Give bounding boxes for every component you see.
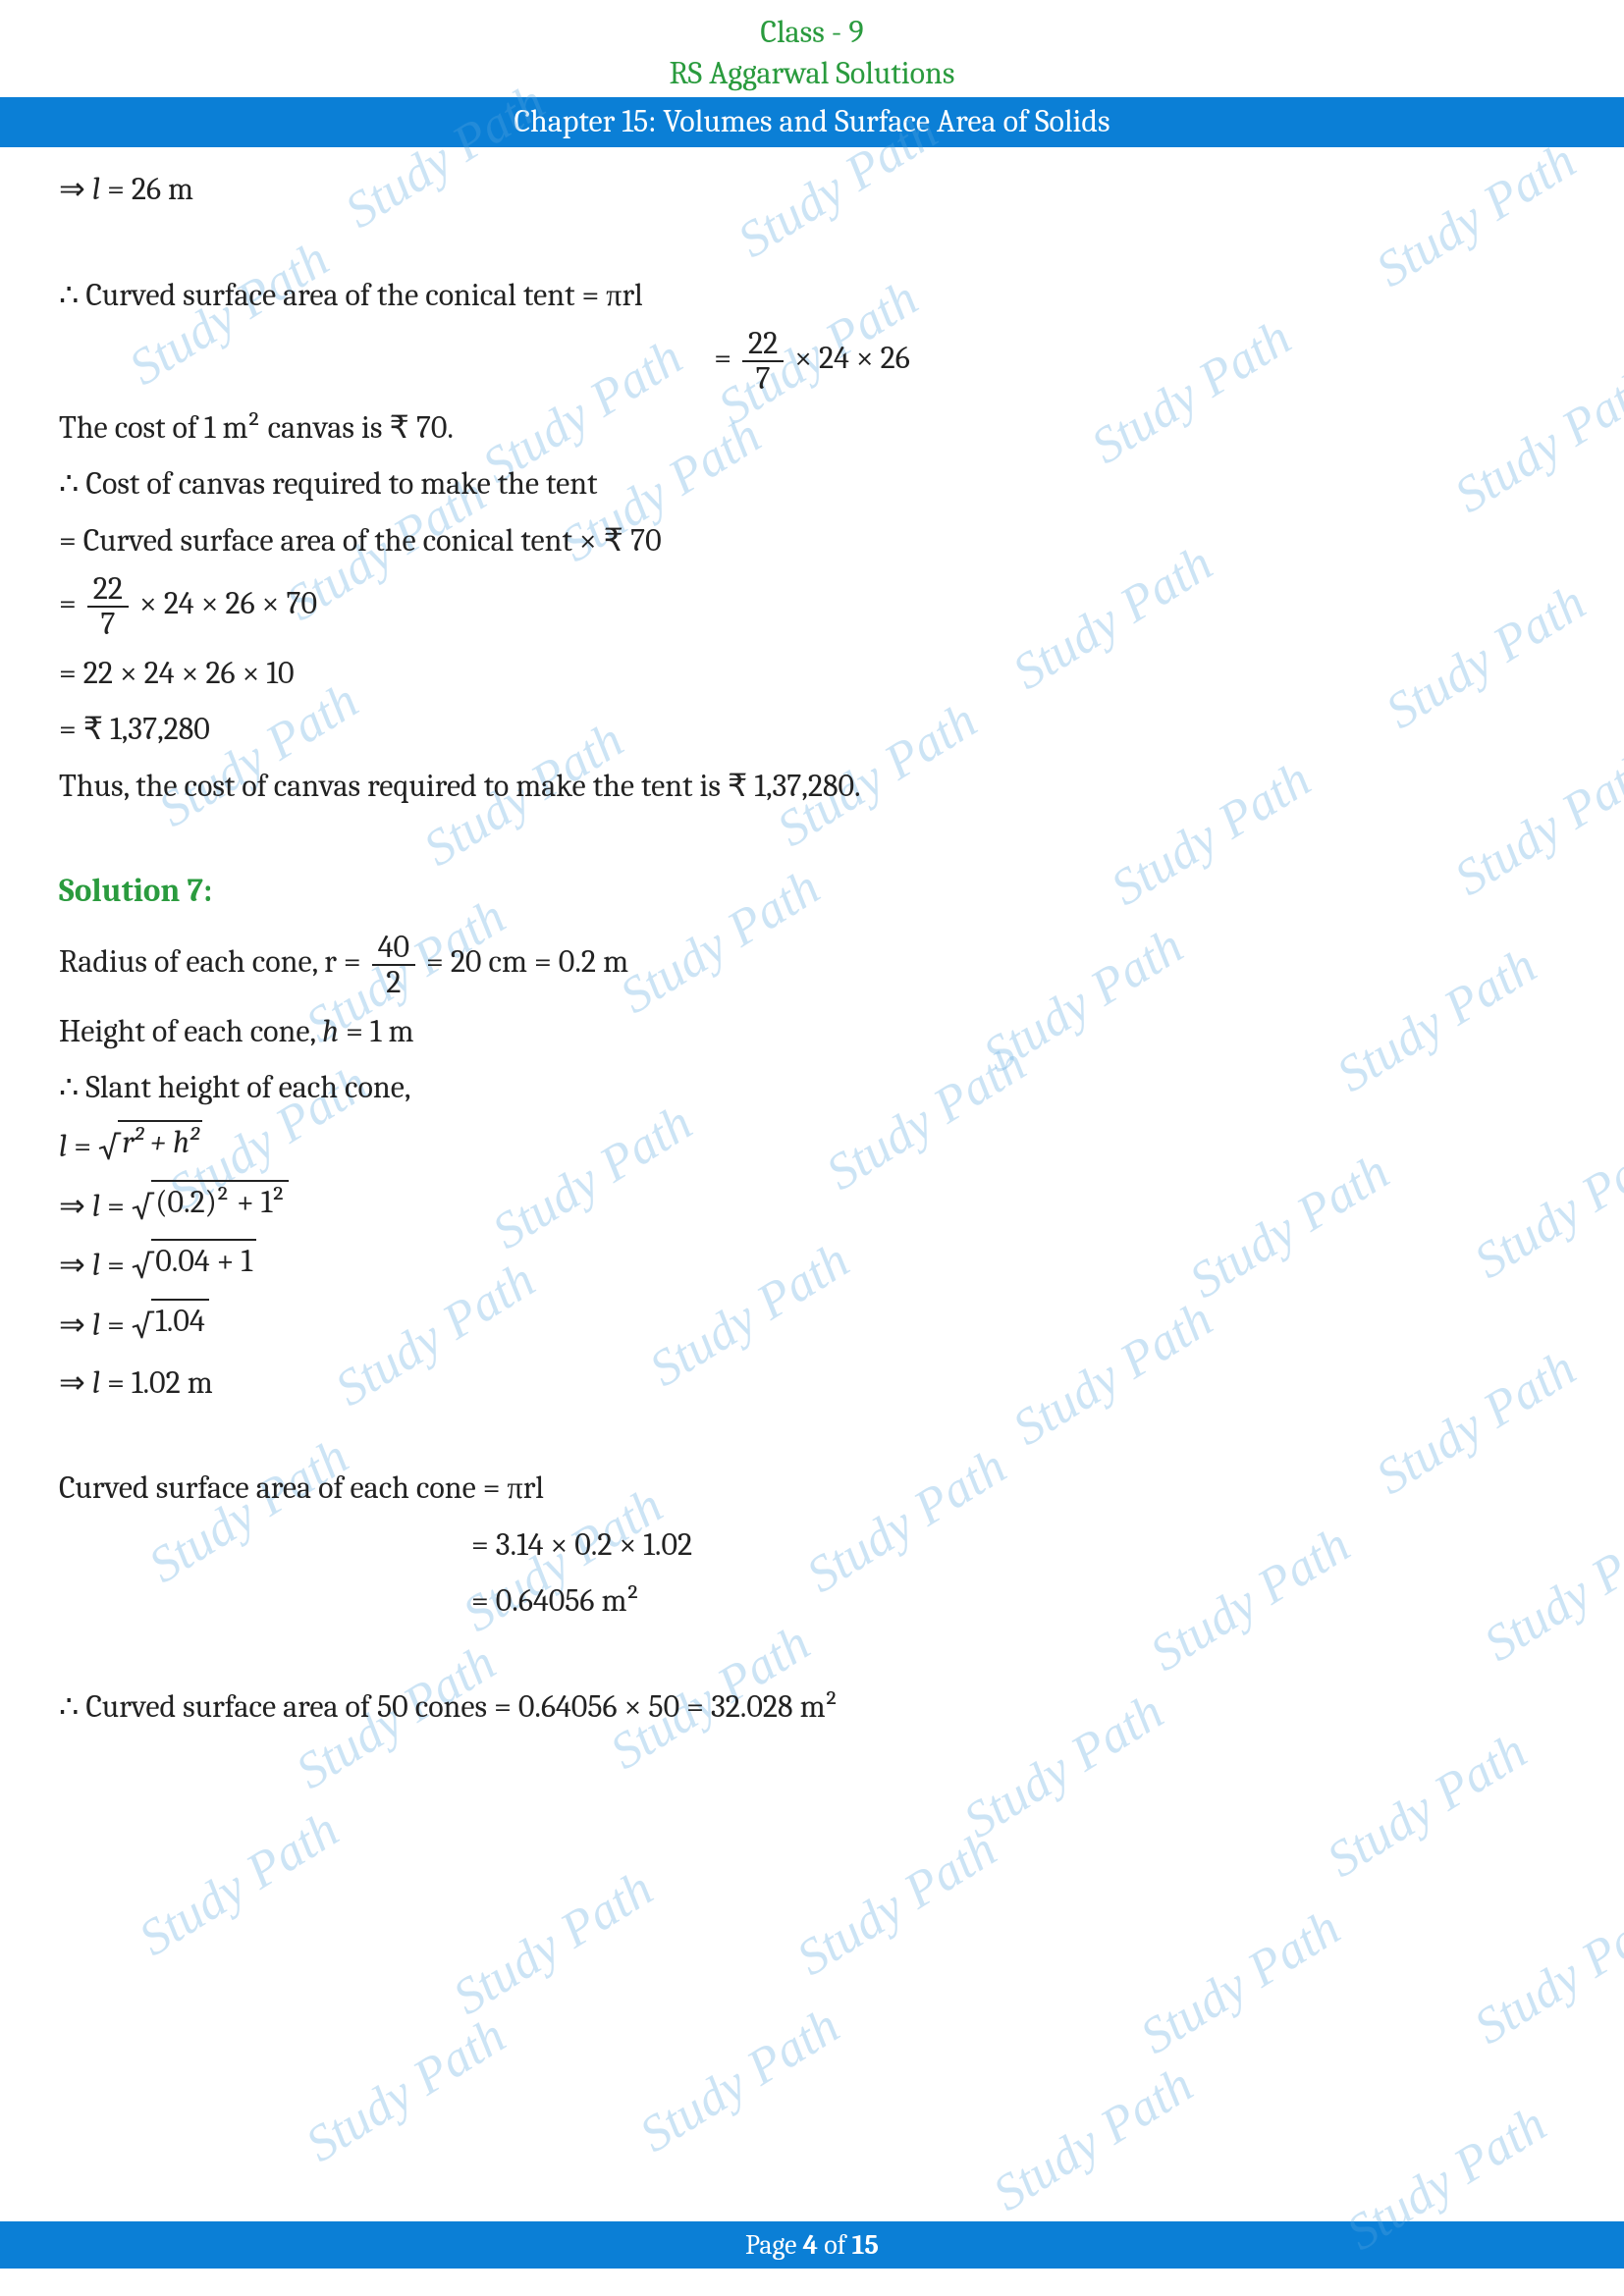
- var-l: l: [59, 1128, 67, 1164]
- solution-heading: Solution 7:: [59, 867, 1565, 917]
- eq-line: l = √r² + h²: [59, 1120, 1565, 1172]
- eq-line-indented: = 0.64056 m²: [59, 1576, 1565, 1626]
- class-line: Class - 9: [0, 12, 1624, 53]
- page-content: ⇒ l = 26 m ∴ Curved surface area of the …: [0, 147, 1624, 1731]
- eq-line: ⇒ l = 26 m: [59, 165, 1565, 214]
- var-l: l: [92, 1364, 100, 1401]
- equals: =: [714, 340, 731, 376]
- footer-total-pages: 15: [852, 2229, 879, 2261]
- fraction: 40 2: [372, 931, 415, 998]
- numerator: 22: [742, 327, 784, 362]
- eq-line: ⇒ l = 1.02 m: [59, 1359, 1565, 1408]
- radical: √1.04: [132, 1299, 209, 1351]
- implies-symbol: ⇒: [59, 1364, 92, 1401]
- var-l: l: [92, 1307, 100, 1343]
- page-header: Class - 9 RS Aggarwal Solutions Chapter …: [0, 0, 1624, 147]
- eq-line: ∴ Curved surface area of 50 cones = 0.64…: [59, 1682, 1565, 1732]
- equals: =: [59, 585, 77, 621]
- eq-text: × 24 × 26: [794, 340, 910, 376]
- eq-text: =: [100, 1247, 132, 1283]
- page-footer: Page 4 of 15: [0, 2221, 1624, 2269]
- denominator: 7: [87, 608, 129, 641]
- eq-line: ∴ Cost of canvas required to make the te…: [59, 459, 1565, 508]
- eq-line-indented: = 3.14 × 0.2 × 1.02: [59, 1521, 1565, 1570]
- footer-current-page: 4: [803, 2229, 818, 2261]
- watermark-text: Study Path: [1318, 1722, 1538, 1889]
- eq-text: = 26 m: [100, 171, 193, 207]
- eq-line: ∴ Curved surface area of the conical ten…: [59, 271, 1565, 320]
- denominator: 2: [372, 966, 415, 999]
- radical-symbol: √: [132, 1241, 153, 1293]
- var-l: l: [92, 171, 100, 207]
- var-h: h: [322, 1013, 339, 1049]
- watermark-text: Study Path: [1131, 1898, 1351, 2065]
- radicand: (0.2)² + 1²: [151, 1180, 289, 1223]
- eq-line: ⇒ l = √0.04 + 1: [59, 1239, 1565, 1291]
- eq-line: ⇒ l = √1.04: [59, 1299, 1565, 1351]
- watermark-text: Study Path: [787, 1820, 1007, 1987]
- radical: √0.04 + 1: [132, 1239, 256, 1291]
- var-l: l: [92, 1188, 100, 1224]
- footer-mid: of: [818, 2229, 852, 2261]
- radical: √(0.2)² + 1²: [132, 1180, 289, 1232]
- eq-line: Thus, the cost of canvas required to mak…: [59, 762, 1565, 811]
- eq-text: =: [100, 1188, 132, 1224]
- eq-text: = 1.02 m: [100, 1364, 213, 1401]
- eq-line: = 22 7 × 24 × 26 × 70: [59, 572, 1565, 640]
- eq-line: The cost of 1 m² canvas is ₹ 70.: [59, 403, 1565, 453]
- chapter-bar: Chapter 15: Volumes and Surface Area of …: [0, 97, 1624, 147]
- eq-text: = 20 cm = 0.2 m: [426, 944, 628, 981]
- radicand: 0.04 + 1: [151, 1239, 256, 1282]
- implies-symbol: ⇒: [59, 171, 92, 207]
- radicand: r² + h²: [118, 1120, 202, 1163]
- eq-line: = ₹ 1,37,280: [59, 705, 1565, 754]
- eq-line: = Curved surface area of the conical ten…: [59, 516, 1565, 565]
- radical-symbol: √: [132, 1182, 153, 1234]
- radical-symbol: √: [132, 1301, 153, 1353]
- implies-symbol: ⇒: [59, 1188, 92, 1224]
- eq-line: = 22 × 24 × 26 × 10: [59, 649, 1565, 698]
- eq-text: × 24 × 26 × 70: [139, 585, 317, 621]
- watermark-text: Study Path: [130, 1800, 350, 1967]
- eq-text: Radius of each cone, r =: [59, 944, 361, 981]
- watermark-text: Study Path: [984, 2056, 1204, 2222]
- book-line: RS Aggarwal Solutions: [0, 53, 1624, 94]
- fraction: 22 7: [87, 572, 129, 640]
- var-l: l: [92, 1247, 100, 1283]
- numerator: 22: [87, 572, 129, 608]
- watermark-text: Study Path: [297, 2006, 516, 2173]
- eq-line-centered: = 22 7 × 24 × 26: [59, 327, 1565, 395]
- watermark-text: Study Path: [630, 1997, 850, 2163]
- radicand: 1.04: [151, 1299, 208, 1342]
- eq-text: = 1 m: [339, 1013, 413, 1049]
- watermark-text: Study Path: [1465, 1889, 1624, 2056]
- fraction: 22 7: [742, 327, 784, 395]
- eq-text: =: [100, 1307, 132, 1343]
- watermark-text: Study Path: [444, 1859, 664, 2026]
- eq-line: ∴ Slant height of each cone,: [59, 1063, 1565, 1112]
- eq-text: =: [67, 1128, 98, 1164]
- eq-line: Curved surface area of each cone = πrl: [59, 1464, 1565, 1513]
- implies-symbol: ⇒: [59, 1247, 92, 1283]
- numerator: 40: [372, 931, 415, 966]
- eq-line: Height of each cone, h = 1 m: [59, 1007, 1565, 1056]
- eq-line: ⇒ l = √(0.2)² + 1²: [59, 1180, 1565, 1232]
- eq-line: Radius of each cone, r = 40 2 = 20 cm = …: [59, 931, 1565, 998]
- footer-prefix: Page: [745, 2229, 803, 2261]
- implies-symbol: ⇒: [59, 1307, 92, 1343]
- radical: √r² + h²: [98, 1120, 202, 1172]
- denominator: 7: [742, 362, 784, 396]
- eq-text: Height of each cone,: [59, 1013, 322, 1049]
- radical-symbol: √: [98, 1122, 120, 1174]
